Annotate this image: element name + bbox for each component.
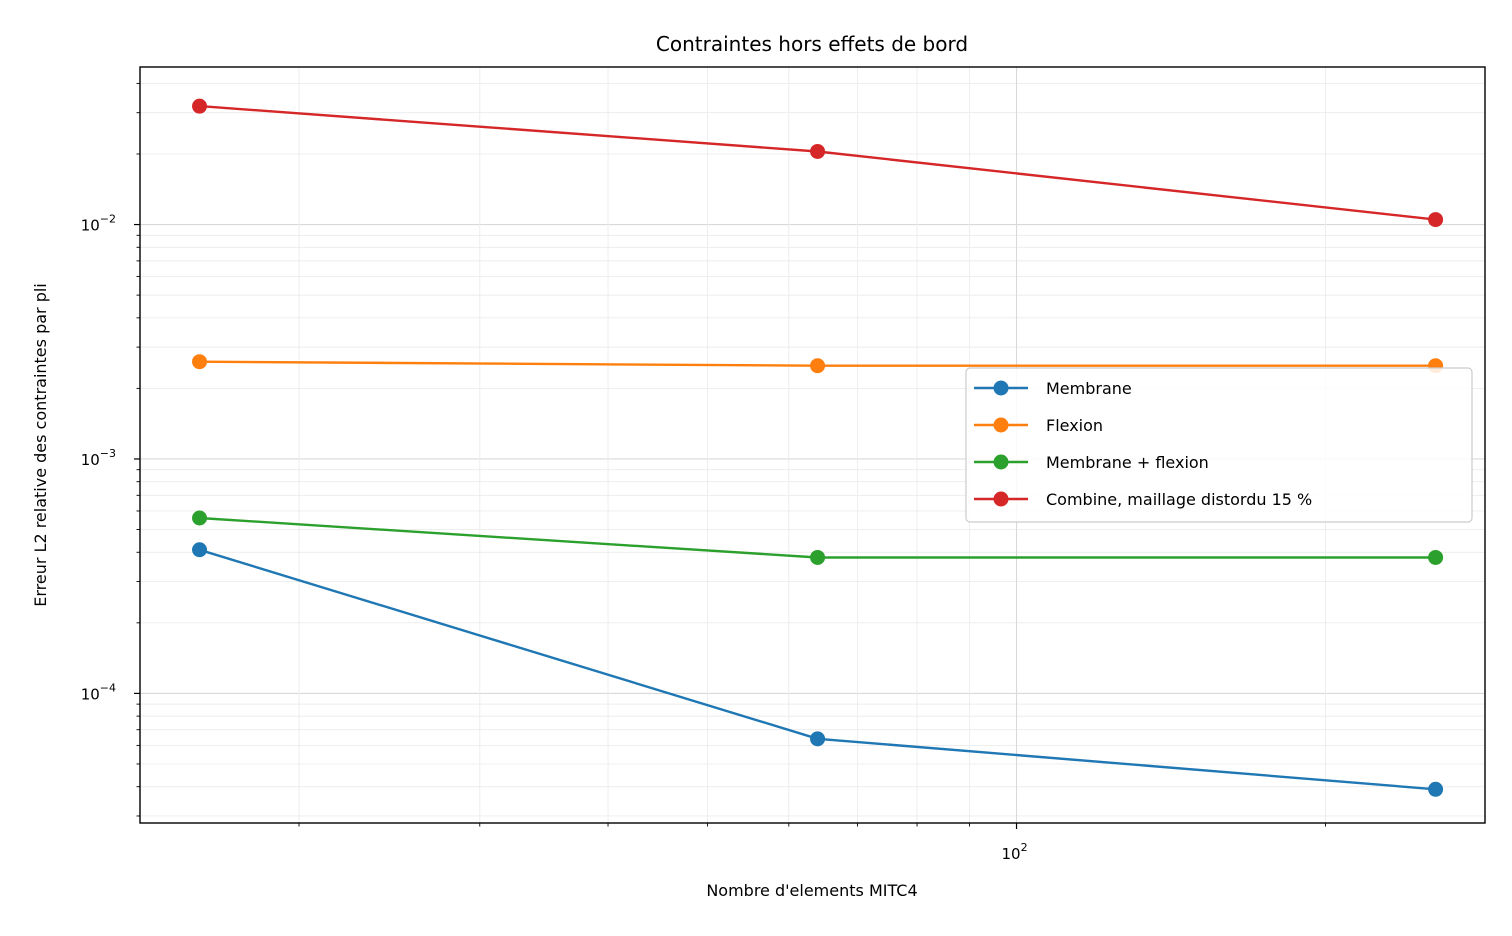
- series-membrane: [192, 542, 1444, 797]
- legend-label-flexion: Flexion: [1046, 416, 1103, 435]
- legend-label-membrane-flexion: Membrane + flexion: [1046, 453, 1209, 472]
- y-axis-label: Erreur L2 relative des contraintes par p…: [31, 283, 50, 607]
- y-tick-label: 10−4: [81, 681, 116, 703]
- plot-series: [192, 98, 1444, 797]
- legend-marker-membrane: [993, 380, 1009, 396]
- data-point-membrane-flexion: [1428, 549, 1444, 565]
- legend: Membrane Flexion Membrane + flexion Combine…: [965, 367, 1473, 523]
- series-membrane-flexion: [192, 510, 1444, 565]
- legend-marker-combine-maillage-distordu-15: [993, 491, 1009, 507]
- plot-frame: [139, 66, 1486, 824]
- x-axis-label: Nombre d'elements MITC4: [706, 881, 917, 900]
- data-point-flexion: [192, 354, 208, 370]
- data-point-membrane: [1428, 781, 1444, 797]
- data-point-combine-maillage-distordu-15: [1428, 212, 1444, 228]
- data-point-membrane-flexion: [192, 510, 208, 526]
- data-point-combine-maillage-distordu-15: [810, 143, 826, 159]
- legend-label-combine-maillage-distordu-15: Combine, maillage distordu 15 %: [1046, 490, 1312, 509]
- data-point-membrane: [192, 542, 208, 558]
- chart-title: Contraintes hors effets de bord: [656, 32, 968, 56]
- data-point-membrane: [810, 731, 826, 747]
- legend-label-membrane: Membrane: [1046, 379, 1132, 398]
- data-point-combine-maillage-distordu-15: [192, 98, 208, 114]
- legend-marker-flexion: [993, 417, 1009, 433]
- data-point-membrane-flexion: [810, 549, 826, 565]
- y-axis: 10−4 10−3 10−2: [81, 82, 140, 817]
- y-tick-label: 10−3: [81, 447, 116, 469]
- x-tick-label: 102: [1001, 841, 1027, 863]
- data-point-flexion: [810, 358, 826, 374]
- series-combine-maillage-distordu-15: [192, 98, 1444, 228]
- legend-box: [965, 367, 1473, 523]
- y-tick-label: 10−2: [81, 213, 116, 235]
- legend-marker-membrane-flexion: [993, 454, 1009, 470]
